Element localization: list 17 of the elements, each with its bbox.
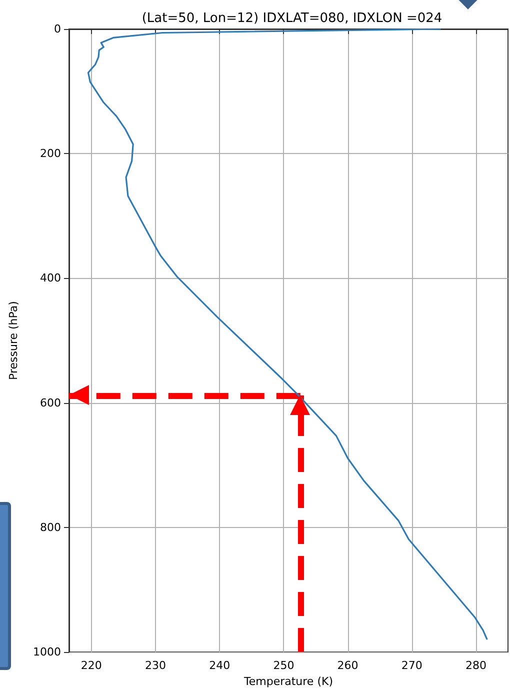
chart-title: (Lat=50, Lon=12) IDXLAT=080, IDXLON =024	[142, 11, 442, 26]
x-tick-label: 250	[273, 659, 294, 672]
y-tick-label: 1000	[33, 646, 61, 658]
x-tick-label: 280	[465, 659, 486, 672]
x-tick-label: 270	[401, 659, 422, 672]
y-tick-label: 800	[40, 520, 61, 534]
x-tick-label: 220	[80, 659, 102, 672]
x-tick-label: 240	[209, 659, 230, 672]
x-axis-title: Temperature (K)	[243, 675, 333, 688]
y-tick-label: 200	[40, 147, 61, 160]
y-axis-title: Pressure (hPa)	[7, 301, 20, 380]
line-series	[87, 28, 488, 640]
x-tick-label: 260	[337, 659, 358, 672]
y-tick-label: 0	[54, 22, 61, 36]
y-tick-label: 400	[40, 272, 61, 285]
x-tick-label: 230	[145, 659, 166, 672]
y-tick-label: 600	[40, 396, 61, 410]
